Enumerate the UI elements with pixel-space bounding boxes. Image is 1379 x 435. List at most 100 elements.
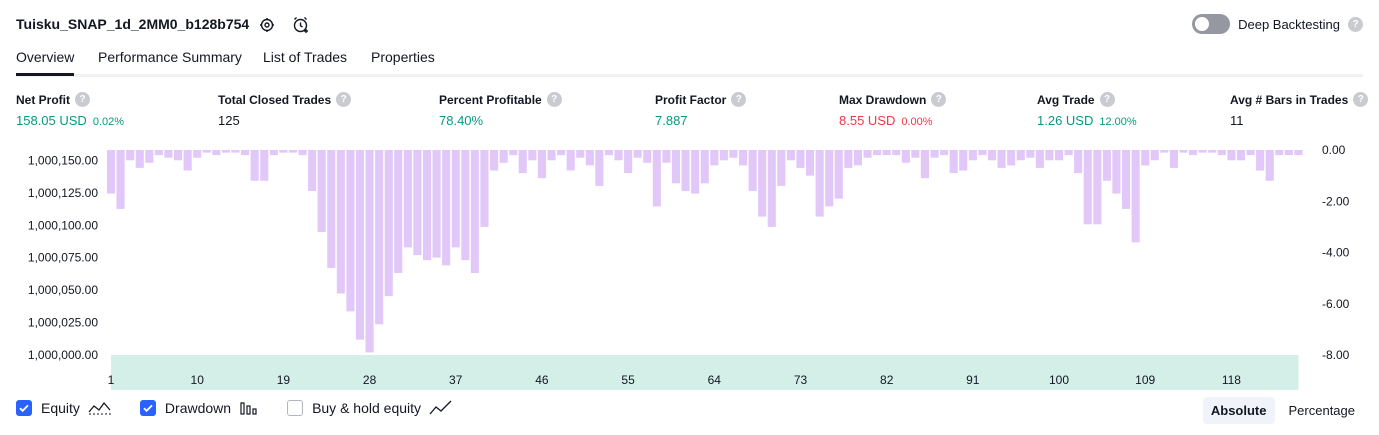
absolute-button[interactable]: Absolute bbox=[1203, 397, 1275, 424]
drawdown-bar bbox=[959, 150, 967, 171]
drawdown-bar bbox=[184, 150, 192, 171]
metric-label: Percent Profitable bbox=[439, 93, 542, 107]
drawdown-bar bbox=[1256, 150, 1264, 171]
metrics-row: Net Profit? 158.05 USD 0.02% Total Closed… bbox=[16, 92, 1363, 132]
drawdown-bar bbox=[471, 150, 479, 273]
drawdown-bar bbox=[940, 150, 948, 155]
x-axis-tick: 73 bbox=[794, 373, 808, 387]
drawdown-bar bbox=[1189, 150, 1197, 155]
drawdown-bar bbox=[1103, 150, 1111, 181]
drawdown-bar bbox=[605, 150, 613, 155]
drawdown-bar bbox=[624, 150, 632, 173]
drawdown-bar bbox=[251, 150, 259, 181]
drawdown-bar bbox=[117, 150, 125, 209]
legend-equity[interactable]: Equity bbox=[16, 400, 112, 416]
drawdown-bar bbox=[279, 150, 287, 153]
drawdown-bar bbox=[318, 150, 326, 232]
strategy-header: Tuisku_SNAP_1d_2MM0_b128b754 Deep Backte… bbox=[16, 12, 1363, 38]
metric-label: Avg Trade bbox=[1037, 93, 1095, 107]
drawdown-bar bbox=[864, 150, 872, 158]
equity-checkbox[interactable] bbox=[16, 400, 32, 416]
info-icon[interactable]: ? bbox=[731, 92, 746, 107]
equity-axis-tick: 1,000,025.00 bbox=[28, 316, 98, 330]
drawdown-bar bbox=[442, 150, 450, 265]
drawdown-bar bbox=[222, 150, 230, 153]
drawdown-bar bbox=[691, 150, 699, 194]
metric-value: 125 bbox=[218, 113, 240, 128]
drawdown-bar bbox=[423, 150, 431, 260]
tab-performance-summary[interactable]: Performance Summary bbox=[98, 49, 242, 73]
drawdown-bar bbox=[1084, 150, 1092, 224]
drawdown-bar bbox=[1208, 150, 1216, 153]
drawdown-bar bbox=[337, 150, 345, 294]
tab-overview[interactable]: Overview bbox=[16, 49, 74, 76]
buy-hold-checkbox[interactable] bbox=[287, 400, 303, 416]
drawdown-bar bbox=[969, 150, 977, 160]
info-icon[interactable]: ? bbox=[1100, 92, 1115, 107]
info-icon[interactable]: ? bbox=[75, 92, 90, 107]
drawdown-bar bbox=[519, 150, 527, 173]
settings-icon[interactable] bbox=[256, 14, 278, 36]
drawdown-bar bbox=[1294, 150, 1302, 155]
drawdown-bar bbox=[413, 150, 421, 255]
drawdown-bar bbox=[289, 150, 297, 153]
x-axis-tick: 109 bbox=[1135, 373, 1155, 387]
drawdown-bar bbox=[203, 150, 211, 153]
info-icon[interactable]: ? bbox=[547, 92, 562, 107]
metric-label: Net Profit bbox=[16, 93, 70, 107]
tab-properties[interactable]: Properties bbox=[371, 49, 435, 73]
drawdown-bar bbox=[174, 150, 182, 160]
metric-avg-trade: Avg Trade? 1.26 USD 12.00% bbox=[1037, 92, 1137, 128]
drawdown-bar bbox=[892, 150, 900, 155]
drawdown-bar bbox=[193, 150, 201, 158]
drawdown-bar bbox=[844, 150, 852, 168]
drawdown-bar bbox=[768, 150, 776, 227]
drawdown-bar bbox=[375, 150, 383, 324]
drawdown-bar bbox=[854, 150, 862, 165]
x-axis-tick: 46 bbox=[535, 373, 549, 387]
drawdown-bar bbox=[1093, 150, 1101, 224]
drawdown-checkbox[interactable] bbox=[140, 400, 156, 416]
drawdown-bar bbox=[1132, 150, 1140, 242]
report-tabs: Overview Performance Summary List of Tra… bbox=[16, 44, 1363, 77]
drawdown-bar bbox=[433, 150, 441, 258]
x-axis-tick: 82 bbox=[880, 373, 894, 387]
drawdown-bar bbox=[701, 150, 709, 183]
legend-drawdown[interactable]: Drawdown bbox=[140, 400, 259, 416]
drawdown-bar bbox=[806, 150, 814, 176]
drawdown-bar bbox=[682, 150, 690, 191]
equity-axis-tick: 1,000,075.00 bbox=[28, 251, 98, 265]
drawdown-bar bbox=[538, 150, 546, 178]
metric-subvalue: 0.02% bbox=[93, 116, 124, 128]
metric-label: Avg # Bars in Trades bbox=[1230, 93, 1348, 107]
line-icon bbox=[429, 400, 453, 416]
drawdown-bar bbox=[758, 150, 766, 217]
info-icon[interactable]: ? bbox=[1353, 92, 1368, 107]
deep-backtesting-toggle[interactable] bbox=[1192, 14, 1230, 34]
percentage-button[interactable]: Percentage bbox=[1281, 397, 1364, 424]
add-alert-clock-icon[interactable] bbox=[290, 14, 312, 36]
x-axis-tick: 118 bbox=[1222, 373, 1241, 387]
info-icon[interactable]: ? bbox=[336, 92, 351, 107]
equity-axis-tick: 1,000,000.00 bbox=[28, 348, 98, 362]
drawdown-bar bbox=[615, 150, 623, 160]
equity-drawdown-chart[interactable]: 1,000,150.00 1,000,125.00 1,000,100.00 1,00… bbox=[0, 140, 1379, 390]
legend-buy-hold[interactable]: Buy & hold equity bbox=[287, 400, 453, 416]
drawdown-bar bbox=[126, 150, 134, 160]
drawdown-bar bbox=[567, 150, 575, 171]
value-mode-switch: Absolute Percentage bbox=[1203, 397, 1363, 424]
drawdown-bar bbox=[873, 150, 881, 155]
drawdown-bar bbox=[835, 150, 843, 199]
drawdown-bar bbox=[921, 150, 929, 178]
drawdown-bar bbox=[145, 150, 153, 163]
equity-axis-tick: 1,000,100.00 bbox=[28, 218, 98, 232]
drawdown-bar bbox=[710, 150, 718, 165]
drawdown-bar bbox=[1218, 150, 1226, 155]
tab-list-of-trades[interactable]: List of Trades bbox=[263, 49, 347, 73]
metric-value: 78.40% bbox=[439, 113, 483, 128]
help-icon[interactable]: ? bbox=[1348, 17, 1363, 32]
drawdown-bar bbox=[720, 150, 728, 160]
info-icon[interactable]: ? bbox=[931, 92, 946, 107]
drawdown-bar bbox=[231, 150, 239, 153]
legend-label: Drawdown bbox=[165, 400, 231, 416]
